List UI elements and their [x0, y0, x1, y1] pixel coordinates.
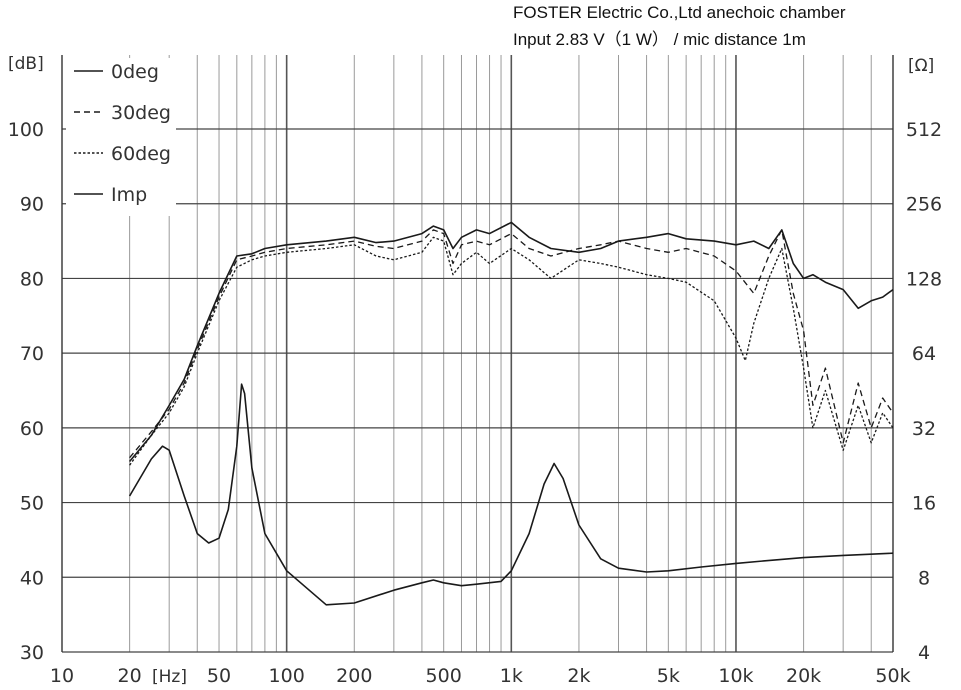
x-tick-label: 5k	[657, 665, 680, 687]
series-line-60deg	[129, 236, 894, 466]
y-tick-label-right: 64	[912, 343, 936, 365]
x-tick-label: 10k	[718, 665, 753, 687]
x-tick-label: 20k	[786, 665, 821, 687]
y-tick-label-left: 60	[20, 418, 44, 440]
legend-label: Imp	[111, 184, 147, 206]
legend: 0deg 30deg 60deg Imp	[66, 58, 176, 216]
legend-label: 60deg	[111, 143, 171, 165]
x-tick-label: 2k	[567, 665, 590, 687]
x-tick-label: 10	[50, 665, 74, 687]
series-line-imp	[128, 383, 894, 606]
x-tick-label: 50k	[875, 665, 910, 687]
y-tick-label-left: 100	[8, 119, 44, 141]
legend-label: 0deg	[111, 61, 159, 83]
y-tick-label-right: 256	[906, 194, 942, 216]
major-grid	[62, 55, 893, 653]
x-tick-label: 500	[426, 665, 462, 687]
y-axis-left-label: [dB]	[8, 54, 44, 74]
y-axis-right-label: [Ω]	[908, 56, 934, 76]
y-tick-label-left: 80	[20, 268, 44, 290]
x-tick-label: 50	[207, 665, 231, 687]
y-tick-label-left: 40	[20, 567, 44, 589]
x-tick-label: 1k	[500, 665, 523, 687]
y-tick-label-right: 512	[906, 119, 942, 141]
y-axis-right-ticks: 4 8 16 32 64 128 256 512	[906, 119, 942, 664]
series-line-30deg	[129, 229, 894, 459]
plot-border	[61, 55, 894, 652]
y-tick-label-right: 16	[912, 493, 936, 515]
series-layer	[128, 221, 894, 606]
y-tick-label-right: 128	[906, 268, 942, 290]
y-tick-label-left: 70	[20, 343, 44, 365]
y-tick-label-left: 30	[20, 642, 44, 664]
y-tick-label-right: 4	[918, 642, 930, 664]
header-line-1: FOSTER Electric Co.,Ltd anechoic chamber	[513, 3, 846, 22]
x-tick-label: 20	[118, 665, 142, 687]
y-axis-left-ticks: 30 40 50 60 70 80 90 100	[8, 119, 44, 664]
x-tick-label: 100	[269, 665, 305, 687]
y-tick-label-left: 50	[20, 493, 44, 515]
x-axis-ticks: 10 20 50 100 200 500 1k 2k 5k 10k 20k 50k	[50, 665, 911, 687]
y-tick-label-right: 32	[912, 418, 936, 440]
x-tick-label: 200	[336, 665, 372, 687]
series-line-0deg	[128, 221, 894, 463]
y-tick-label-right: 8	[918, 567, 930, 589]
x-axis-unit-label: [Hz]	[152, 667, 187, 687]
y-tick-label-left: 90	[20, 194, 44, 216]
legend-background	[66, 58, 176, 216]
legend-label: 30deg	[111, 102, 171, 124]
header-line-2: Input 2.83 V（1 W） / mic distance 1m	[513, 30, 806, 49]
